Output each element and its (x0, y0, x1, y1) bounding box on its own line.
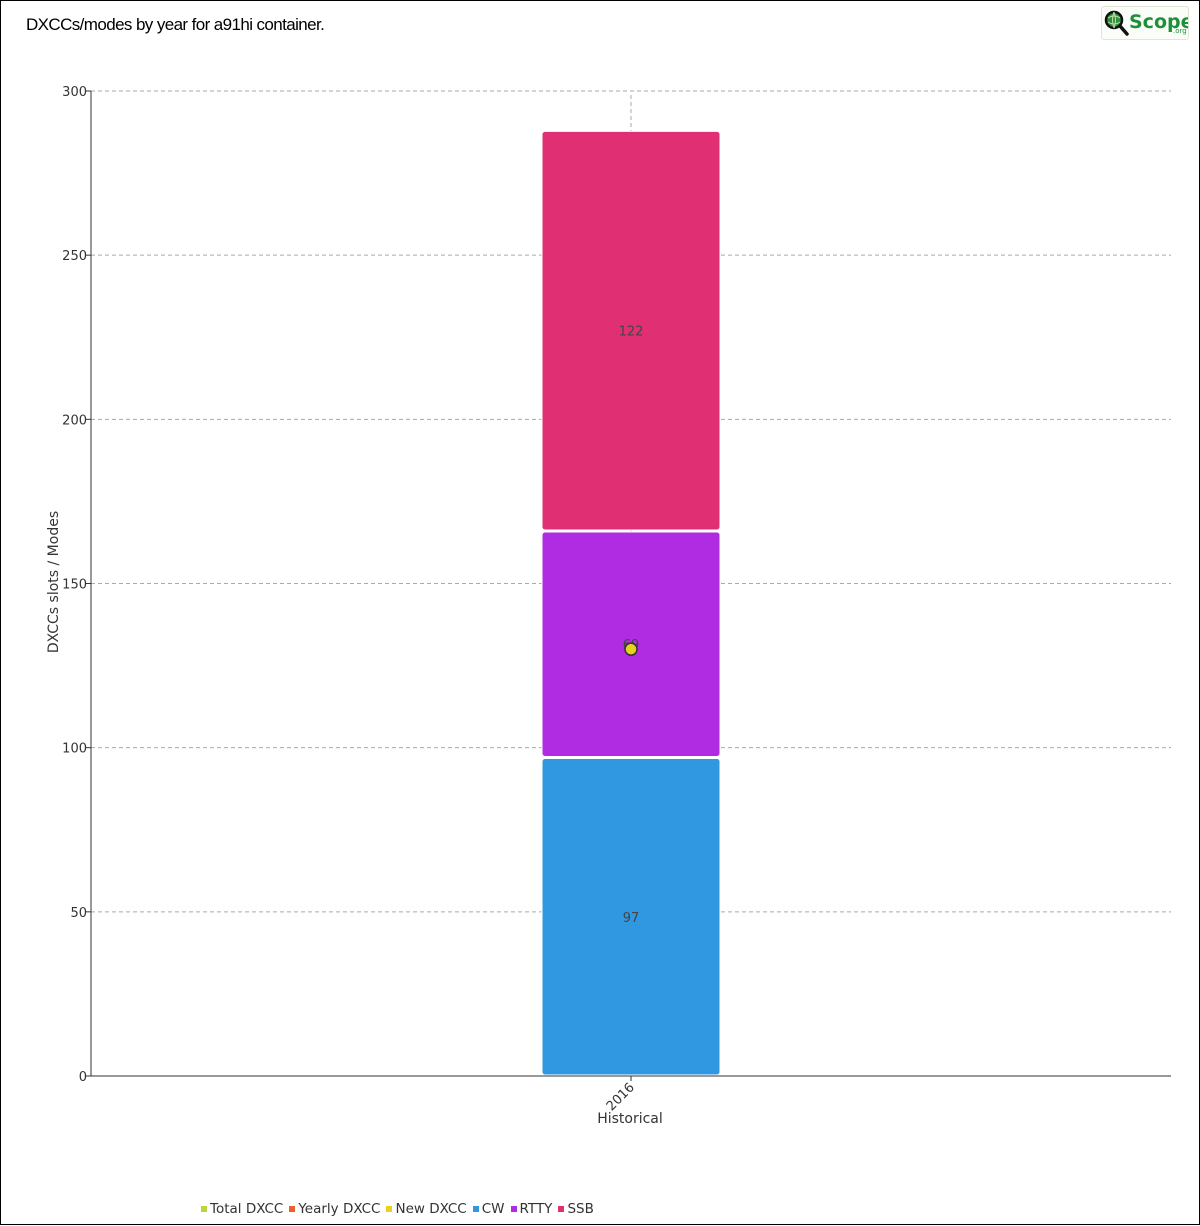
x-axis-title: Historical (597, 1111, 663, 1127)
bars (541, 130, 721, 1076)
y-axis-title: DXCCs slots / Modes (46, 511, 62, 653)
chart-title: DXCCs/modes by year for a91hi container. (26, 15, 325, 34)
legend-swatch (558, 1206, 565, 1212)
y-tick-label: 200 (62, 413, 87, 428)
legend-swatch (201, 1206, 207, 1212)
legend-item-cw[interactable]: CW (472, 1201, 505, 1217)
y-tick-label: 100 (62, 742, 87, 757)
legend-item-rtty[interactable]: RTTY (510, 1201, 553, 1217)
legend-label: Yearly DXCC (298, 1201, 381, 1217)
legend-label: CW (481, 1201, 505, 1217)
data-label-ssb: 122 (619, 325, 644, 340)
legend-swatch (472, 1206, 479, 1212)
data-label-cw: 97 (623, 911, 640, 926)
y-tick-label: 150 (62, 578, 87, 593)
y-tick-label: 250 (62, 249, 87, 264)
legend-swatch (289, 1206, 296, 1212)
y-tick-label: 300 (62, 85, 87, 100)
logo-suffix: .org (1173, 27, 1187, 35)
legend-label: Total DXCC (210, 1201, 284, 1217)
labels: 9769122 (619, 325, 644, 926)
legend-item-ssb[interactable]: SSB (558, 1201, 594, 1217)
legend-item-yearly-dxcc[interactable]: Yearly DXCC (289, 1201, 380, 1217)
legend-label: RTTY (519, 1201, 553, 1217)
logo-text: Scope (1129, 11, 1188, 33)
y-tick-label: 50 (70, 906, 87, 921)
legend-swatch (386, 1206, 393, 1212)
legend-swatch (510, 1206, 517, 1212)
logo: Scope .org (1101, 6, 1194, 40)
legend-item-total-dxcc[interactable]: Total DXCC (201, 1201, 283, 1217)
legend-item-new-dxcc[interactable]: New DXCC (386, 1201, 467, 1217)
legend-label: SSB (567, 1201, 594, 1217)
y-tick-label: 0 (79, 1070, 87, 1085)
point-new-dxcc[interactable] (624, 642, 638, 656)
legend: Total DXCC Yearly DXCC New DXCC CW RTTY SSB (201, 1201, 594, 1217)
globe-magnifier-icon: Scope .org (1104, 10, 1194, 36)
legend-label: New DXCC (395, 1201, 467, 1217)
axes: 0 50 100 150 200 250 300 2016 (62, 85, 1171, 1114)
x-tick-label: 2016 (604, 1080, 638, 1114)
bar-segment-cw[interactable] (541, 758, 721, 1076)
bar-segment-ssb[interactable] (541, 130, 721, 531)
